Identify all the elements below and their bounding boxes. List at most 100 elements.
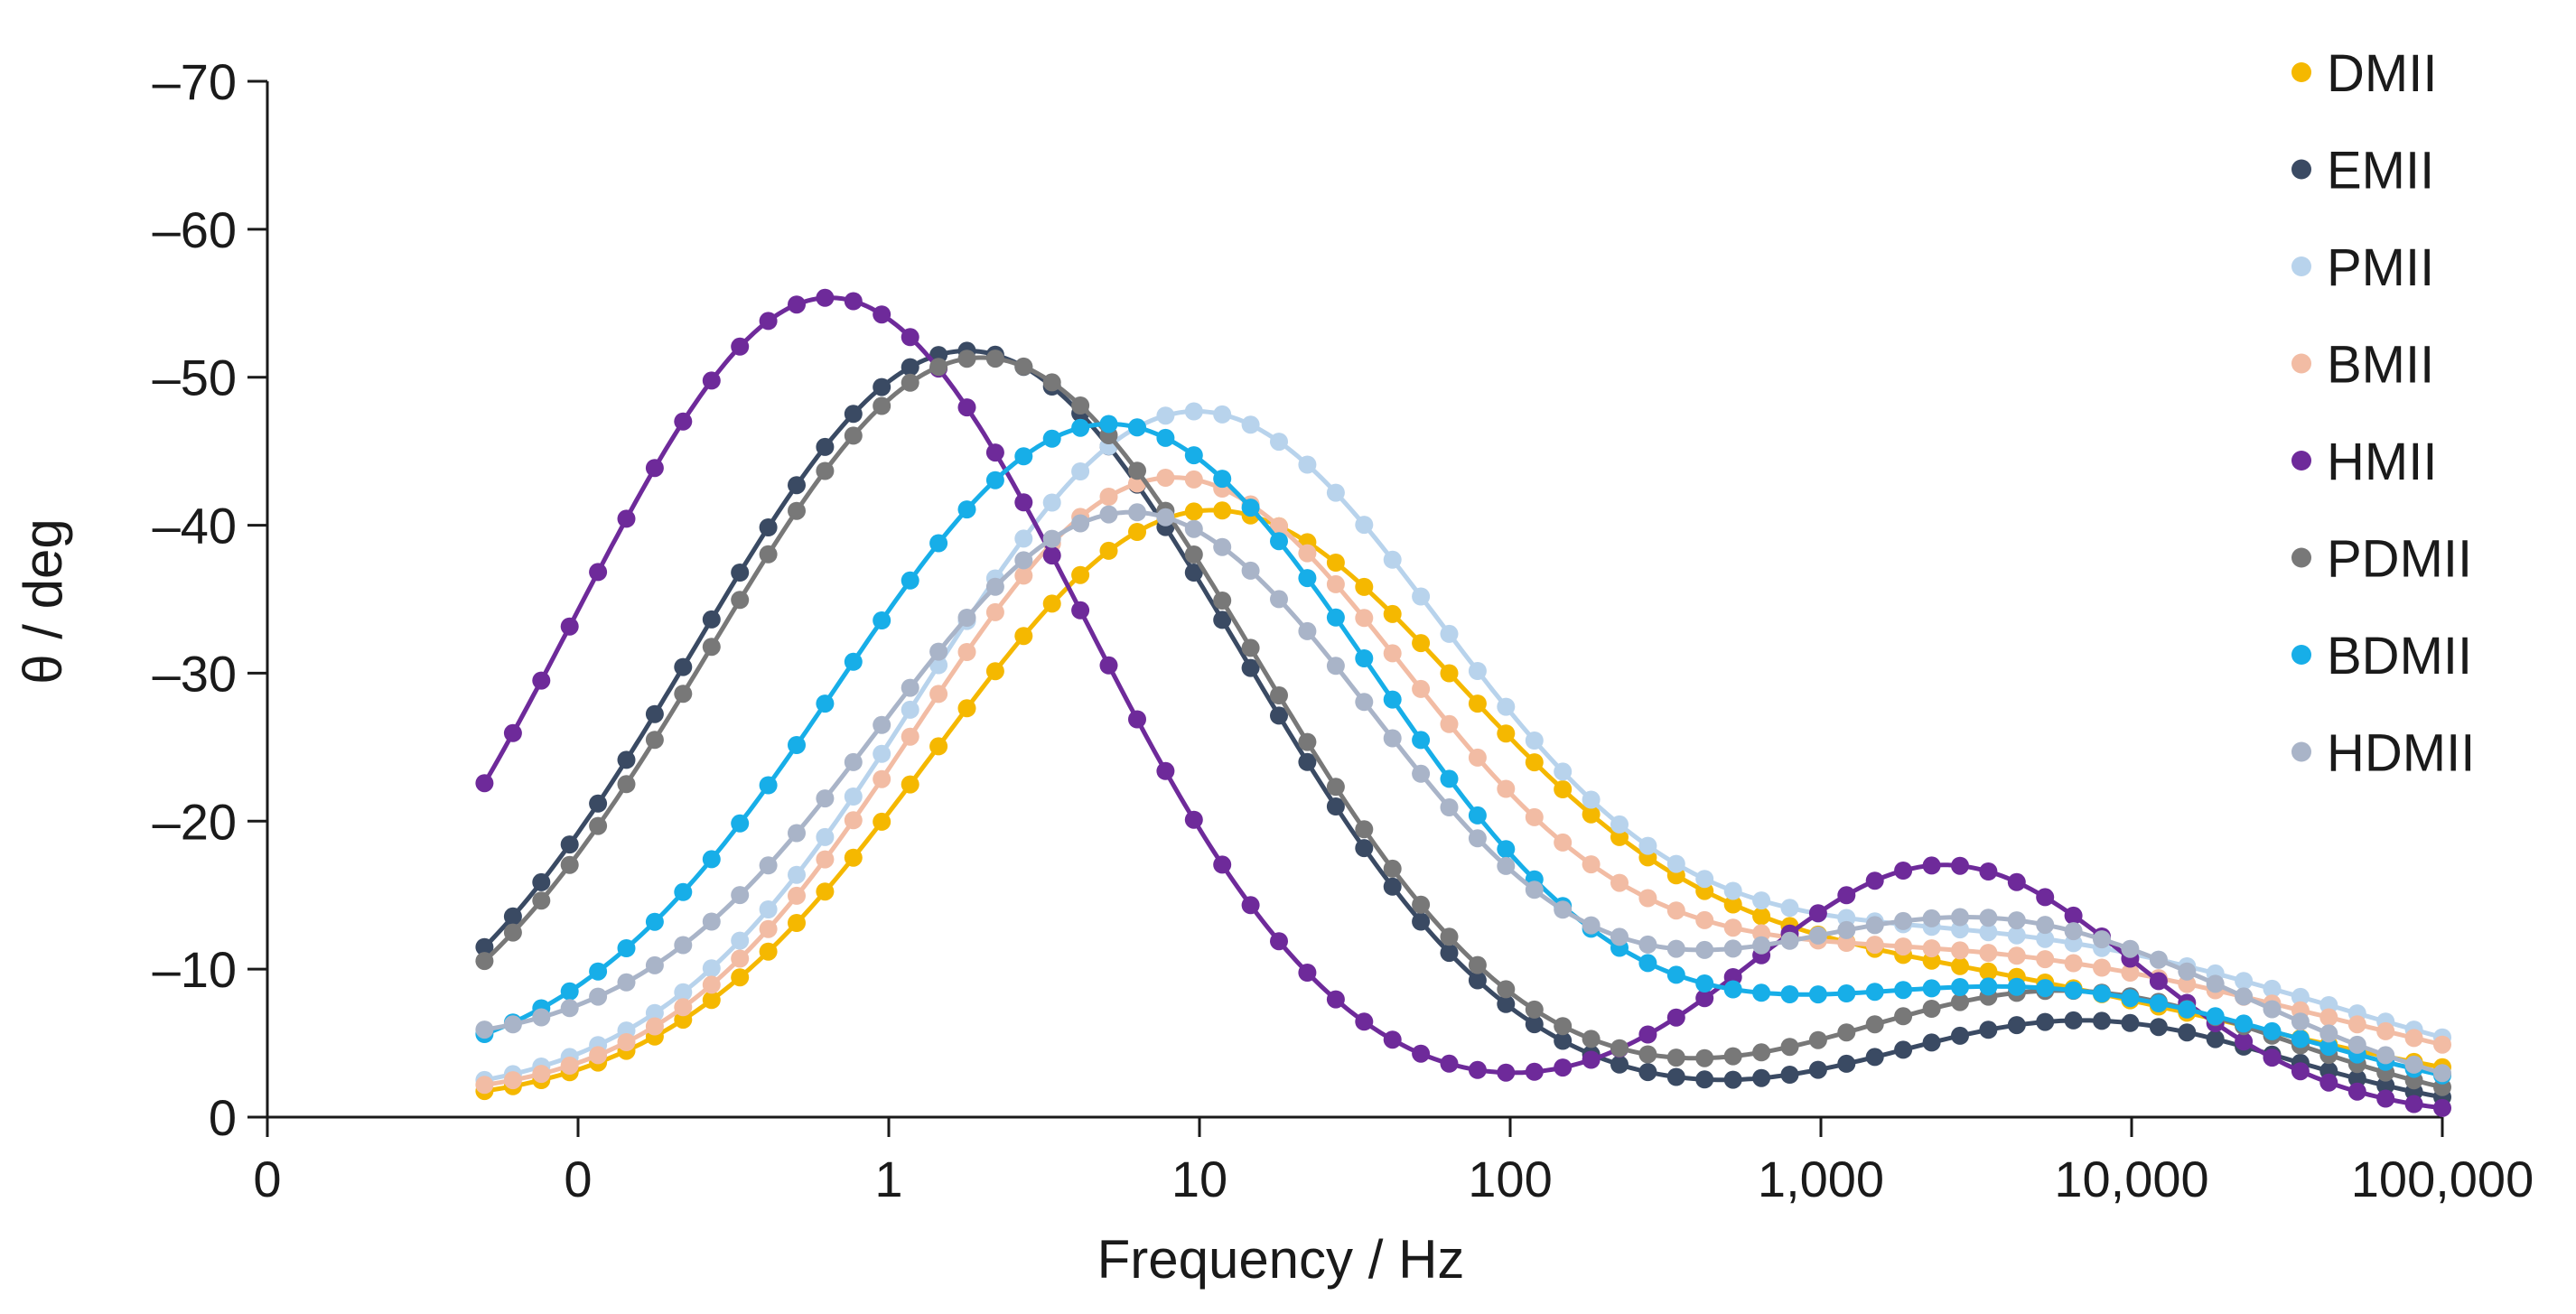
data-point-pdmii <box>617 775 636 794</box>
data-point-bdmii <box>2263 1021 2282 1040</box>
data-point-pdmii <box>1695 1048 1714 1067</box>
data-point-dmii <box>1979 962 1998 981</box>
data-point-hdmii <box>1554 900 1573 919</box>
data-point-bdmii <box>873 611 891 629</box>
data-point-hmii <box>645 459 664 478</box>
data-point-bdmii <box>2235 1014 2254 1033</box>
data-point-bdmii <box>1837 984 1856 1002</box>
legend-label-dmii: DMII <box>2327 44 2437 103</box>
data-point-bdmii <box>674 882 693 901</box>
data-point-emii <box>1610 1055 1629 1074</box>
data-point-pdmii <box>1014 357 1033 376</box>
data-point-hmii <box>532 671 551 690</box>
data-point-hdmii <box>1837 920 1856 939</box>
data-point-emii <box>816 437 835 456</box>
data-point-hdmii <box>645 955 664 974</box>
data-point-bdmii <box>1156 428 1175 447</box>
data-point-hmii <box>1894 862 1913 880</box>
data-point-hdmii <box>2064 922 2083 941</box>
data-point-bdmii <box>2007 977 2026 996</box>
data-point-emii <box>1808 1060 1827 1079</box>
data-point-bmii <box>1468 748 1487 767</box>
data-point-hmii <box>1922 856 1941 875</box>
data-point-bmii <box>1412 679 1431 698</box>
data-point-bmii <box>1184 470 1203 489</box>
data-point-pmii <box>1440 624 1459 643</box>
series-line-hdmii <box>483 509 2443 1076</box>
data-point-bmii <box>788 886 806 905</box>
data-point-hmii <box>560 617 579 636</box>
data-point-bdmii <box>617 939 636 957</box>
data-point-pdmii <box>1554 1017 1573 1036</box>
data-point-emii <box>2036 1012 2055 1031</box>
series-hmii <box>475 288 2451 1117</box>
data-point-pmii <box>1326 483 1345 502</box>
data-point-pmii <box>1412 587 1431 606</box>
data-point-dmii <box>702 991 721 1010</box>
data-point-pmii <box>1014 529 1033 548</box>
data-point-pmii <box>1042 493 1061 512</box>
data-point-hmii <box>2376 1089 2395 1108</box>
data-point-hdmii <box>2149 950 2168 969</box>
data-point-emii <box>2347 1069 2366 1088</box>
data-point-bmii <box>532 1065 551 1084</box>
data-point-emii <box>2064 1011 2083 1030</box>
data-point-hdmii <box>1922 909 1941 927</box>
series-line-bmii <box>484 475 2443 1087</box>
data-point-emii <box>1752 1068 1771 1087</box>
data-point-pdmii <box>1808 1030 1827 1049</box>
data-point-emii <box>475 937 494 956</box>
legend: DMII EMII PMII BMII HMII PDMII BDMII HDMII <box>2291 44 2475 783</box>
data-point-pdmii <box>1383 859 1402 878</box>
data-point-pdmii <box>1128 461 1146 480</box>
data-point-bdmii <box>1666 965 1685 984</box>
data-point-hdmii <box>2121 939 2140 958</box>
y-tick-label: –50 <box>153 349 237 406</box>
data-point-bmii <box>2036 950 2055 969</box>
data-point-hmii <box>1525 1062 1544 1081</box>
data-point-pdmii <box>1412 895 1431 914</box>
data-point-hmii <box>1241 896 1260 915</box>
data-point-hmii <box>1326 990 1345 1009</box>
data-point-emii <box>532 872 551 891</box>
data-point-hmii <box>1440 1054 1459 1073</box>
data-point-bmii <box>2007 946 2026 965</box>
data-point-pmii <box>1071 462 1090 480</box>
data-point-bdmii <box>1383 690 1402 709</box>
data-point-emii <box>1326 797 1345 815</box>
data-point-hdmii <box>2093 930 2111 949</box>
series-bdmii <box>475 415 2451 1085</box>
data-point-bdmii <box>1497 840 1516 859</box>
data-point-hmii <box>503 723 522 742</box>
data-point-dmii <box>1752 907 1771 926</box>
data-point-pmii <box>1723 881 1742 900</box>
data-point-dmii <box>1071 565 1090 584</box>
data-point-pmii <box>1666 854 1685 873</box>
data-point-bmii <box>1270 517 1288 536</box>
data-point-emii <box>674 657 693 676</box>
data-point-emii <box>1554 1031 1573 1050</box>
data-point-hmii <box>873 305 891 324</box>
data-point-emii <box>1695 1070 1714 1089</box>
data-point-hmii <box>731 337 750 356</box>
data-point-hmii <box>1979 862 1998 881</box>
data-point-emii <box>1241 658 1260 677</box>
data-point-pmii <box>1752 891 1771 910</box>
data-point-emii <box>1894 1040 1913 1059</box>
data-point-emii <box>844 405 863 424</box>
data-point-hdmii <box>475 1020 494 1039</box>
data-point-bmii <box>957 643 976 661</box>
data-point-bmii <box>2347 1015 2366 1034</box>
data-point-pmii <box>674 983 693 1002</box>
data-point-bmii <box>2121 964 2140 982</box>
data-point-emii <box>589 794 608 813</box>
data-point-bdmii <box>2149 994 2168 1012</box>
data-point-hmii <box>674 412 693 431</box>
data-point-dmii <box>957 699 976 718</box>
data-point-pdmii <box>929 358 948 377</box>
data-point-bdmii <box>1213 470 1232 489</box>
data-point-bmii <box>617 1033 636 1051</box>
data-point-hdmii <box>844 752 863 771</box>
data-point-pmii <box>759 900 778 918</box>
